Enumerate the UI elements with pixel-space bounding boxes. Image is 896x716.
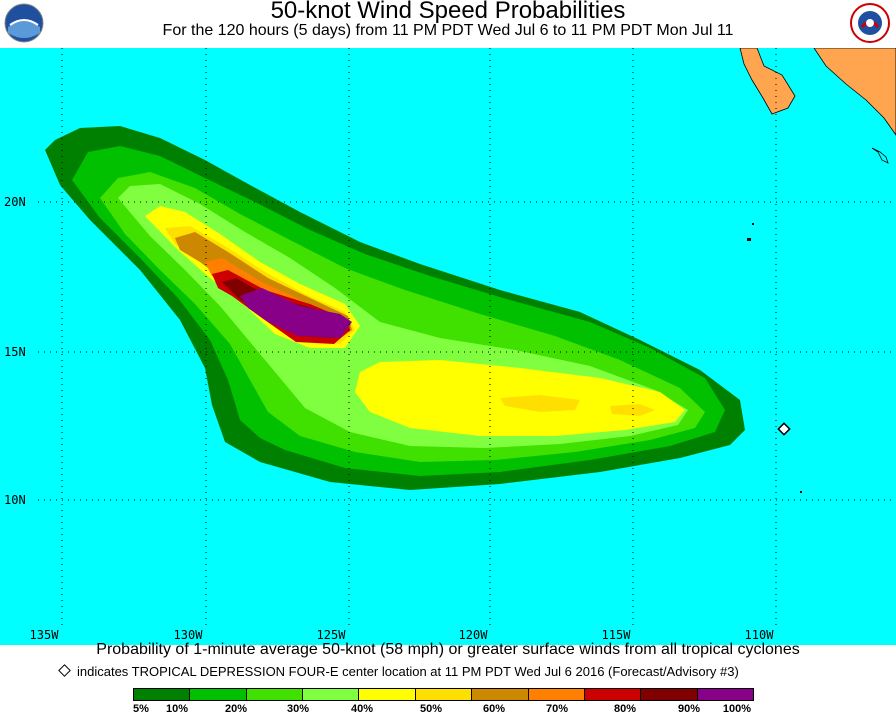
legend-label: 5% (133, 703, 149, 715)
legend-label: 20% (224, 703, 248, 715)
legend-swatch-40-50 (414, 688, 473, 701)
legend-bar (133, 688, 754, 701)
legend-swatch-5-10 (133, 688, 191, 701)
lat-label-10n: 10N (4, 493, 26, 507)
island (871, 147, 889, 164)
legend-label: 40% (350, 703, 374, 715)
probability-map: 20N 15N 10N 135W 130W 125W 120W 115W 110… (0, 48, 896, 645)
legend-label: 80% (613, 703, 637, 715)
header: 50-knot Wind Speed Probabilities For the… (0, 0, 896, 48)
baja-california (739, 48, 796, 115)
lon-label-130w: 130W (174, 628, 204, 642)
footer: Probability of 1-minute average 50-knot … (0, 641, 896, 716)
contour-100 (240, 288, 352, 338)
legend-swatch-20-30b (302, 688, 360, 701)
storm-center-note: indicates TROPICAL DEPRESSION FOUR-E cen… (58, 664, 739, 679)
legend-labels: 5% 10% 20% 30% 40% 50% 60% 70% 80% 90% 1… (0, 703, 896, 716)
island (752, 223, 754, 225)
lat-label-15n: 15N (4, 345, 26, 359)
legend-label: 100% (722, 703, 752, 715)
legend-swatch-10-20 (189, 688, 247, 701)
legend-swatch-60-70 (527, 688, 585, 701)
diamond-icon (58, 664, 71, 677)
legend-label: 50% (419, 703, 443, 715)
map-caption: Probability of 1-minute average 50-knot … (96, 641, 800, 658)
legend-swatch-80-90 (640, 688, 698, 701)
contour-50b (500, 395, 580, 412)
noaa-logo (4, 3, 44, 43)
lon-label-110w: 110W (745, 628, 775, 642)
legend-label: 90% (677, 703, 701, 715)
lon-label-125w: 125W (317, 628, 347, 642)
island (747, 238, 751, 241)
legend-swatch-90-100 (696, 688, 754, 701)
legend-swatch-70-80 (583, 688, 642, 701)
legend-label: 60% (482, 703, 506, 715)
legend-swatch-30-40 (358, 688, 416, 701)
map-subtitle: For the 120 hours (5 days) from 11 PM PD… (162, 22, 734, 39)
nws-logo (850, 3, 890, 43)
lat-label-20n: 20N (4, 195, 26, 209)
mainland-mexico (813, 48, 896, 136)
island (800, 491, 802, 493)
graticule (38, 48, 896, 628)
storm-center-note-text: indicates TROPICAL DEPRESSION FOUR-E cen… (77, 664, 739, 679)
map-title: 50-knot Wind Speed Probabilities (270, 0, 626, 24)
storm-center-marker (777, 422, 791, 436)
lon-label-115w: 115W (602, 628, 632, 642)
legend-label: 70% (545, 703, 569, 715)
legend-label: 10% (165, 703, 189, 715)
legend-swatch-50-60 (471, 688, 529, 701)
legend-swatch-20-30a (245, 688, 304, 701)
legend-label: 30% (286, 703, 310, 715)
contour-50c (610, 404, 655, 416)
lon-label-135w: 135W (30, 628, 60, 642)
lon-label-120w: 120W (459, 628, 489, 642)
